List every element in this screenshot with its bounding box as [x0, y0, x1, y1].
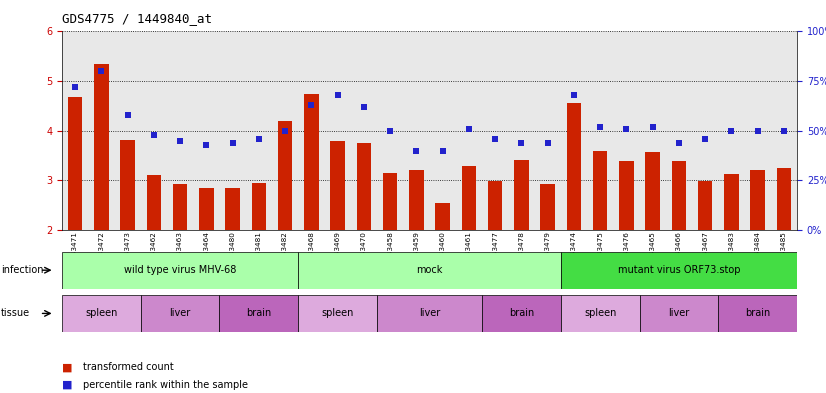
- Bar: [377, 295, 482, 332]
- Point: [173, 138, 187, 144]
- Bar: [567, 103, 582, 230]
- Point: [69, 84, 82, 90]
- Text: transformed count: transformed count: [83, 362, 173, 373]
- Text: mock: mock: [416, 265, 443, 275]
- Point: [515, 140, 528, 146]
- Bar: [776, 168, 791, 230]
- Text: GDS4775 / 1449840_at: GDS4775 / 1449840_at: [62, 12, 212, 25]
- Bar: [62, 295, 140, 332]
- Bar: [173, 184, 188, 230]
- Bar: [278, 121, 292, 230]
- Bar: [488, 181, 502, 230]
- Bar: [593, 151, 607, 230]
- Bar: [724, 174, 738, 230]
- Point: [252, 136, 265, 142]
- Text: brain: brain: [246, 309, 272, 318]
- Bar: [698, 181, 712, 230]
- Bar: [561, 295, 639, 332]
- Bar: [645, 152, 660, 230]
- Bar: [298, 295, 377, 332]
- Text: liver: liver: [419, 309, 440, 318]
- Point: [463, 125, 476, 132]
- Bar: [515, 160, 529, 230]
- Bar: [140, 295, 220, 332]
- Text: percentile rank within the sample: percentile rank within the sample: [83, 380, 248, 390]
- Bar: [462, 166, 476, 230]
- Text: spleen: spleen: [85, 309, 117, 318]
- Text: brain: brain: [745, 309, 771, 318]
- Bar: [147, 175, 161, 230]
- Point: [725, 127, 738, 134]
- Bar: [62, 252, 298, 289]
- Text: ■: ■: [62, 380, 73, 390]
- Point: [305, 102, 318, 108]
- Bar: [298, 252, 561, 289]
- Point: [226, 140, 240, 146]
- Bar: [540, 184, 555, 230]
- Point: [278, 127, 292, 134]
- Point: [777, 127, 790, 134]
- Bar: [620, 162, 634, 230]
- Bar: [383, 173, 397, 230]
- Text: liver: liver: [668, 309, 690, 318]
- Bar: [435, 203, 450, 230]
- Point: [200, 141, 213, 148]
- Point: [646, 123, 659, 130]
- Point: [331, 92, 344, 98]
- Point: [410, 147, 423, 154]
- Bar: [121, 140, 135, 230]
- Bar: [357, 143, 371, 230]
- Point: [594, 123, 607, 130]
- Bar: [639, 295, 719, 332]
- Point: [751, 127, 764, 134]
- Bar: [304, 94, 319, 230]
- Bar: [330, 141, 344, 230]
- Point: [358, 104, 371, 110]
- Bar: [252, 183, 266, 230]
- Point: [699, 136, 712, 142]
- Bar: [220, 295, 298, 332]
- Text: spleen: spleen: [321, 309, 354, 318]
- Text: spleen: spleen: [584, 309, 616, 318]
- Point: [567, 92, 581, 98]
- Point: [620, 125, 633, 132]
- Bar: [225, 188, 240, 230]
- Bar: [199, 188, 214, 230]
- Text: tissue: tissue: [1, 309, 30, 318]
- Bar: [94, 64, 108, 230]
- Text: liver: liver: [169, 309, 191, 318]
- Point: [436, 147, 449, 154]
- Point: [541, 140, 554, 146]
- Bar: [719, 295, 797, 332]
- Text: mutant virus ORF73.stop: mutant virus ORF73.stop: [618, 265, 740, 275]
- Bar: [482, 295, 561, 332]
- Bar: [561, 252, 797, 289]
- Text: wild type virus MHV-68: wild type virus MHV-68: [124, 265, 236, 275]
- Text: brain: brain: [509, 309, 534, 318]
- Bar: [751, 170, 765, 230]
- Point: [488, 136, 501, 142]
- Point: [672, 140, 686, 146]
- Bar: [68, 97, 83, 230]
- Point: [95, 68, 108, 74]
- Text: infection: infection: [1, 265, 43, 275]
- Point: [147, 132, 160, 138]
- Point: [121, 112, 134, 118]
- Bar: [409, 170, 424, 230]
- Text: ■: ■: [62, 362, 73, 373]
- Bar: [672, 162, 686, 230]
- Point: [383, 127, 396, 134]
